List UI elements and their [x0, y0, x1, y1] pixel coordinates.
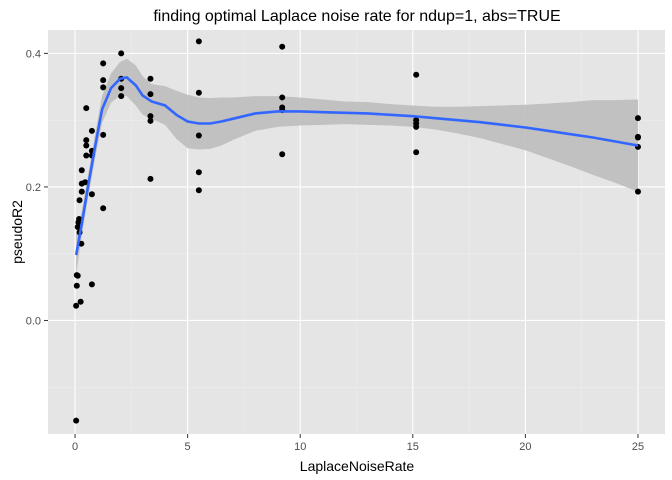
smooth-line	[74, 76, 639, 256]
data-point	[195, 169, 202, 176]
data-point	[88, 127, 95, 134]
data-point	[413, 149, 420, 156]
grid-major	[48, 30, 665, 434]
data-point	[74, 272, 81, 279]
data-point	[77, 298, 84, 305]
data-point	[83, 152, 90, 159]
data-point	[413, 123, 420, 130]
y-tick-label: 0.0	[26, 315, 41, 327]
data-point	[118, 93, 125, 100]
data-point	[88, 281, 95, 288]
data-point	[100, 77, 107, 84]
data-point	[100, 84, 107, 91]
data-point	[76, 215, 83, 222]
data-point	[634, 115, 641, 122]
x-tick-label: 25	[632, 441, 644, 453]
data-point	[634, 188, 641, 195]
confidence-band	[76, 58, 638, 276]
data-points	[73, 38, 641, 424]
x-tick-label: 10	[294, 441, 306, 453]
data-point	[73, 302, 80, 309]
data-point	[78, 188, 85, 195]
data-point	[195, 89, 202, 96]
data-point	[279, 151, 286, 158]
x-tick-label: 0	[72, 441, 78, 453]
x-tick-label: 15	[407, 441, 419, 453]
data-point	[88, 191, 95, 198]
data-point	[634, 134, 641, 141]
data-point	[78, 167, 85, 174]
data-point	[100, 131, 107, 138]
data-point	[83, 105, 90, 112]
data-point	[195, 132, 202, 139]
data-point	[118, 85, 125, 92]
data-point	[147, 113, 154, 120]
x-axis: 0 5 10 15 20 25	[72, 434, 644, 453]
y-axis-title: pseudoR2	[9, 200, 25, 264]
data-point	[73, 282, 80, 289]
data-point	[147, 91, 154, 98]
data-point	[413, 71, 420, 78]
x-tick-label: 20	[519, 441, 531, 453]
chart-title: finding optimal Laplace noise rate for n…	[153, 8, 560, 25]
data-point	[118, 50, 125, 57]
data-point	[100, 205, 107, 212]
x-tick-label: 5	[185, 441, 191, 453]
data-point	[147, 175, 154, 182]
data-point	[279, 43, 286, 50]
data-point	[147, 117, 154, 124]
y-axis: 0.0 0.2 0.4	[26, 48, 48, 327]
y-tick-label: 0.4	[26, 48, 41, 60]
data-point	[83, 137, 90, 144]
data-point	[78, 240, 85, 247]
data-point	[147, 75, 154, 82]
data-point	[195, 187, 202, 194]
data-point	[195, 38, 202, 45]
data-point	[279, 94, 286, 101]
data-point	[76, 197, 83, 204]
data-point	[73, 417, 80, 424]
y-tick-label: 0.2	[26, 182, 41, 194]
data-point	[82, 179, 89, 186]
data-point	[74, 223, 81, 230]
data-point	[83, 142, 90, 149]
x-axis-title: LaplaceNoiseRate	[300, 458, 415, 474]
data-point	[100, 60, 107, 67]
